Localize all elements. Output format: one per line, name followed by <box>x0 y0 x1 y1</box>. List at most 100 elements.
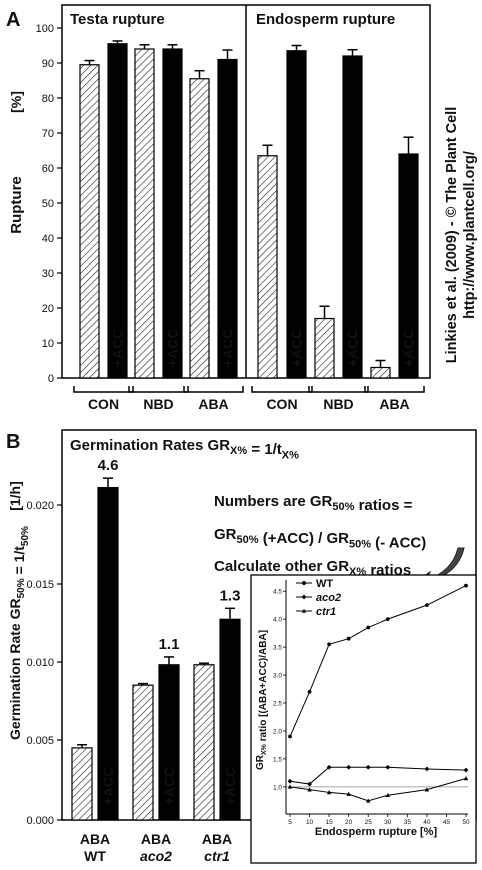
panel-b-yunit: [1/h] <box>7 481 23 511</box>
panel-a-yunit: [%] <box>8 91 24 113</box>
inset-marker <box>327 642 332 647</box>
label-text: Calculate other GR <box>214 558 349 575</box>
inset-marker <box>463 767 469 773</box>
legend-label: aco2 <box>316 592 341 604</box>
subscript-text: 50% <box>20 526 31 546</box>
label-text: Germination Rates GR <box>70 437 230 454</box>
y-tick-label: 0.005 <box>26 735 54 747</box>
y-tick-label: 20 <box>42 303 54 315</box>
group-label-bottom: ctr1 <box>204 848 230 864</box>
group-label-top: ABA <box>80 831 110 847</box>
bar-control <box>189 78 210 379</box>
note-line-2: GR50% (+ACC) / GR50% (- ACC) <box>214 526 426 551</box>
acc-bar-label: +ACC <box>401 329 417 368</box>
acc-bar-label: +ACC <box>222 767 238 806</box>
inset-y-tick-label: 1.5 <box>273 756 282 763</box>
y-tick-label: 50 <box>42 198 54 210</box>
panel-a-label: A <box>6 9 20 31</box>
panel-b-ylabel: Germination Rate GR50% = 1/t50% <box>7 526 31 740</box>
group-bracket <box>183 386 244 393</box>
label-text: ratios = <box>354 497 412 514</box>
label-text: ratio [(ABA+ACC)/ABA] <box>258 630 269 744</box>
note-line-1: Numbers are GR50% ratios = <box>214 493 413 514</box>
legend-marker <box>302 581 306 585</box>
inset-x-tick-label: 25 <box>365 819 373 826</box>
copyright-line1: Linkies et al. (2009) - © The Plant Cell <box>444 107 460 363</box>
inset-y-tick-label: 3.5 <box>273 645 282 652</box>
inset-marker <box>424 787 430 792</box>
bar-control <box>71 747 93 821</box>
inset-marker <box>307 689 312 694</box>
label-text: = 1/t <box>11 546 27 579</box>
y-tick-label: 90 <box>42 58 54 70</box>
label-text: GR <box>255 754 266 770</box>
bar-control <box>370 366 391 379</box>
inset-marker <box>366 625 371 630</box>
inset-marker <box>346 791 351 796</box>
subscript-text: X% <box>282 449 299 461</box>
group-bracket <box>128 386 189 393</box>
ratio-label: 1.1 <box>159 636 180 653</box>
group-label-top: ABA <box>141 831 171 847</box>
y-tick-label: 0.015 <box>26 579 54 591</box>
acc-bar-label: +ACC <box>345 329 361 368</box>
inset-marker <box>307 781 312 787</box>
group-label: ABA <box>198 396 228 412</box>
y-tick-label: 70 <box>42 128 54 140</box>
inset-marker <box>366 798 371 803</box>
inset-y-tick-label: 4.0 <box>273 617 282 624</box>
group-bracket <box>308 386 369 393</box>
y-tick-label: 60 <box>42 163 54 175</box>
group-label: NBD <box>323 396 353 412</box>
group-label-bottom: WT <box>84 848 106 864</box>
inset-marker <box>385 764 391 770</box>
group-label: CON <box>266 396 297 412</box>
y-tick-label: 10 <box>42 338 54 350</box>
inset-marker <box>307 787 312 792</box>
label-text: = 1/t <box>247 441 282 458</box>
section-title-endosperm: Endosperm rupture <box>256 11 395 28</box>
y-tick-label: 0.000 <box>26 815 54 827</box>
panel-a-ylabel: Rupture <box>8 176 25 234</box>
subscript-text: 50% <box>237 534 259 546</box>
inset-marker <box>424 766 430 772</box>
inset-x-tick-label: 35 <box>404 819 412 826</box>
legend-marker <box>301 608 307 613</box>
group-bracket <box>73 386 134 393</box>
ratio-label: 4.6 <box>98 457 119 474</box>
inset-y-tick-label: 1.0 <box>273 784 282 791</box>
group-bracket <box>364 386 425 393</box>
inset-x-tick-label: 30 <box>384 819 392 826</box>
group-label-bottom: aco2 <box>140 848 172 864</box>
ratio-label: 1.3 <box>220 587 241 604</box>
inset-x-tick-label: 10 <box>306 819 314 826</box>
label-text: GR <box>214 526 237 543</box>
bar-control <box>193 664 215 821</box>
y-tick-label: 0.020 <box>26 500 54 512</box>
subscript-text: 50% <box>16 578 27 598</box>
inset-xlabel: Endosperm rupture [%] <box>315 826 438 838</box>
inset-marker <box>463 776 469 781</box>
acc-bar-label: +ACC <box>289 329 305 368</box>
bar-control <box>79 64 100 379</box>
bar-acc <box>107 43 128 379</box>
inset-x-tick-label: 15 <box>325 819 333 826</box>
copyright-line2: http://www.plantcell.org/ <box>462 151 478 319</box>
bar-control <box>257 155 278 379</box>
inset-y-tick-label: 3.0 <box>273 673 282 680</box>
inset-marker <box>464 583 468 588</box>
group-label: CON <box>88 396 119 412</box>
section-title-testa: Testa rupture <box>70 11 165 28</box>
subscript-text: 50% <box>332 501 354 513</box>
y-tick-label: 30 <box>42 268 54 280</box>
inset-marker <box>385 617 390 622</box>
acc-bar-label: +ACC <box>161 767 177 806</box>
label-text: Germination Rate GR <box>7 598 23 740</box>
group-bracket <box>251 386 313 393</box>
acc-bar-label: +ACC <box>220 329 236 368</box>
acc-bar-label: +ACC <box>165 329 181 368</box>
inset-marker <box>287 778 293 784</box>
bar-acc <box>162 48 183 379</box>
inset-marker <box>365 764 371 770</box>
inset-y-tick-label: 4.5 <box>273 589 282 596</box>
